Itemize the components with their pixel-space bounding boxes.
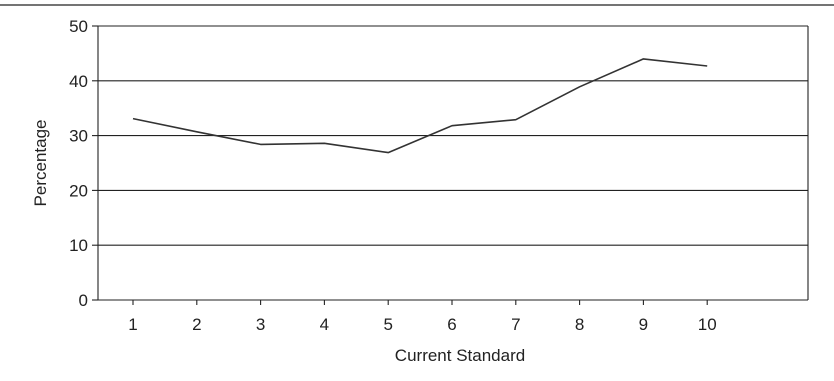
y-axis-title: Percentage (31, 120, 50, 207)
y-tick-label: 20 (69, 181, 88, 200)
x-tick-label: 6 (447, 315, 456, 334)
x-tick-label: 2 (192, 315, 201, 334)
tick-labels: 0 10 20 30 40 50 1 2 3 4 5 6 7 8 9 10 (69, 17, 717, 334)
y-tick-label: 50 (69, 17, 88, 36)
x-tick-label: 1 (128, 315, 137, 334)
y-tick-label: 0 (79, 291, 88, 310)
axes (92, 26, 808, 305)
x-tick-label: 8 (575, 315, 584, 334)
y-tick-label: 30 (69, 127, 88, 146)
y-tick-label: 10 (69, 236, 88, 255)
x-tick-label: 4 (320, 315, 329, 334)
x-tick-label: 9 (639, 315, 648, 334)
series (133, 59, 707, 153)
x-tick-label: 10 (698, 315, 717, 334)
series-line-0 (133, 59, 707, 153)
x-tick-label: 5 (383, 315, 392, 334)
y-tick-label: 40 (69, 72, 88, 91)
x-tick-label: 7 (511, 315, 520, 334)
gridlines (98, 26, 808, 300)
x-tick-label: 3 (256, 315, 265, 334)
x-axis-title: Current Standard (395, 346, 525, 365)
